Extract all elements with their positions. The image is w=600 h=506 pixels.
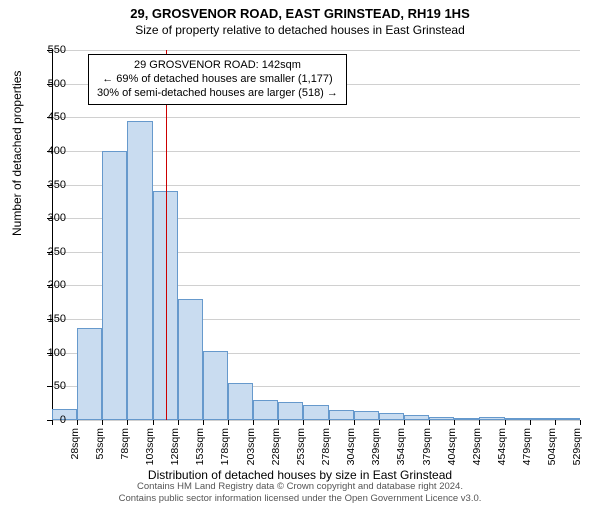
x-tick-label: 78sqm (119, 428, 131, 460)
x-tick (77, 420, 78, 425)
x-tick-label: 479sqm (521, 428, 533, 465)
x-tick (153, 420, 154, 425)
x-tick (505, 420, 506, 425)
x-tick-label: 53sqm (94, 428, 106, 460)
y-tick-label: 350 (26, 179, 66, 191)
x-tick-label: 178sqm (219, 428, 231, 465)
x-tick (178, 420, 179, 425)
y-tick-label: 550 (26, 44, 66, 56)
attribution-text: Contains HM Land Registry data © Crown c… (0, 481, 600, 504)
y-tick-label: 50 (26, 380, 66, 392)
histogram-bar (127, 121, 152, 420)
histogram-bar (454, 418, 479, 420)
x-tick (278, 420, 279, 425)
histogram-bar (203, 351, 228, 420)
x-tick-label: 454sqm (496, 428, 508, 465)
histogram-bar (429, 417, 454, 420)
y-tick-label: 400 (26, 145, 66, 157)
y-tick-label: 100 (26, 347, 66, 359)
x-tick-label: 504sqm (546, 428, 558, 465)
annotation-line: 29 GROSVENOR ROAD: 142sqm (97, 59, 338, 73)
histogram-bar (329, 410, 354, 420)
x-tick-label: 529sqm (571, 428, 583, 465)
histogram-bar (404, 415, 429, 420)
x-tick (329, 420, 330, 425)
histogram-bar (379, 413, 404, 420)
x-tick (379, 420, 380, 425)
x-tick-label: 354sqm (395, 428, 407, 465)
histogram-bar (530, 418, 555, 420)
y-axis-title: Number of detached properties (10, 71, 24, 236)
grid-line (52, 50, 580, 51)
histogram-bar (278, 402, 303, 420)
x-tick (303, 420, 304, 425)
x-tick (429, 420, 430, 425)
reference-line (166, 50, 167, 420)
x-tick-label: 329sqm (370, 428, 382, 465)
x-tick (580, 420, 581, 425)
y-tick-label: 150 (26, 313, 66, 325)
y-tick-label: 250 (26, 246, 66, 258)
x-tick-label: 278sqm (320, 428, 332, 465)
x-tick-label: 304sqm (345, 428, 357, 465)
chart-title-main: 29, GROSVENOR ROAD, EAST GRINSTEAD, RH19… (0, 6, 600, 21)
x-tick-label: 253sqm (295, 428, 307, 465)
x-tick (127, 420, 128, 425)
histogram-bar (178, 299, 203, 420)
y-tick-label: 450 (26, 111, 66, 123)
histogram-bar (354, 411, 379, 420)
y-tick-label: 0 (26, 414, 66, 426)
x-tick (479, 420, 480, 425)
x-tick (530, 420, 531, 425)
x-tick-label: 228sqm (270, 428, 282, 465)
histogram-bar (102, 151, 127, 420)
histogram-bar (555, 418, 580, 420)
x-tick-label: 429sqm (471, 428, 483, 465)
x-tick-label: 128sqm (169, 428, 181, 465)
x-tick (404, 420, 405, 425)
attribution-line1: Contains HM Land Registry data © Crown c… (137, 481, 463, 492)
x-tick (454, 420, 455, 425)
x-tick-label: 103sqm (144, 428, 156, 465)
annotation-box: 29 GROSVENOR ROAD: 142sqm← 69% of detach… (88, 54, 347, 105)
x-tick (253, 420, 254, 425)
histogram-bar (228, 383, 253, 420)
x-axis-title: Distribution of detached houses by size … (0, 468, 600, 482)
histogram-bar (153, 191, 178, 420)
x-tick-label: 28sqm (69, 428, 81, 460)
x-tick (555, 420, 556, 425)
grid-line (52, 117, 580, 118)
attribution-line2: Contains public sector information licen… (119, 493, 482, 504)
x-tick (228, 420, 229, 425)
annotation-line: ← 69% of detached houses are smaller (1,… (97, 73, 338, 87)
histogram-bar (303, 405, 328, 420)
x-tick (102, 420, 103, 425)
x-tick (203, 420, 204, 425)
x-tick-label: 203sqm (245, 428, 257, 465)
x-tick (354, 420, 355, 425)
histogram-bar (253, 400, 278, 420)
histogram-bar (505, 418, 530, 420)
x-tick-label: 404sqm (446, 428, 458, 465)
y-axis-line (52, 50, 53, 420)
histogram-bar (479, 417, 504, 420)
y-tick-label: 300 (26, 212, 66, 224)
x-tick-label: 153sqm (194, 428, 206, 465)
histogram-bar (77, 328, 102, 420)
y-tick-label: 500 (26, 78, 66, 90)
x-tick-label: 379sqm (421, 428, 433, 465)
grid-line (52, 420, 580, 421)
chart-title-sub: Size of property relative to detached ho… (0, 23, 600, 37)
y-tick-label: 200 (26, 279, 66, 291)
annotation-line: 30% of semi-detached houses are larger (… (97, 87, 338, 101)
chart-plot-area: 29 GROSVENOR ROAD: 142sqm← 69% of detach… (52, 50, 580, 420)
